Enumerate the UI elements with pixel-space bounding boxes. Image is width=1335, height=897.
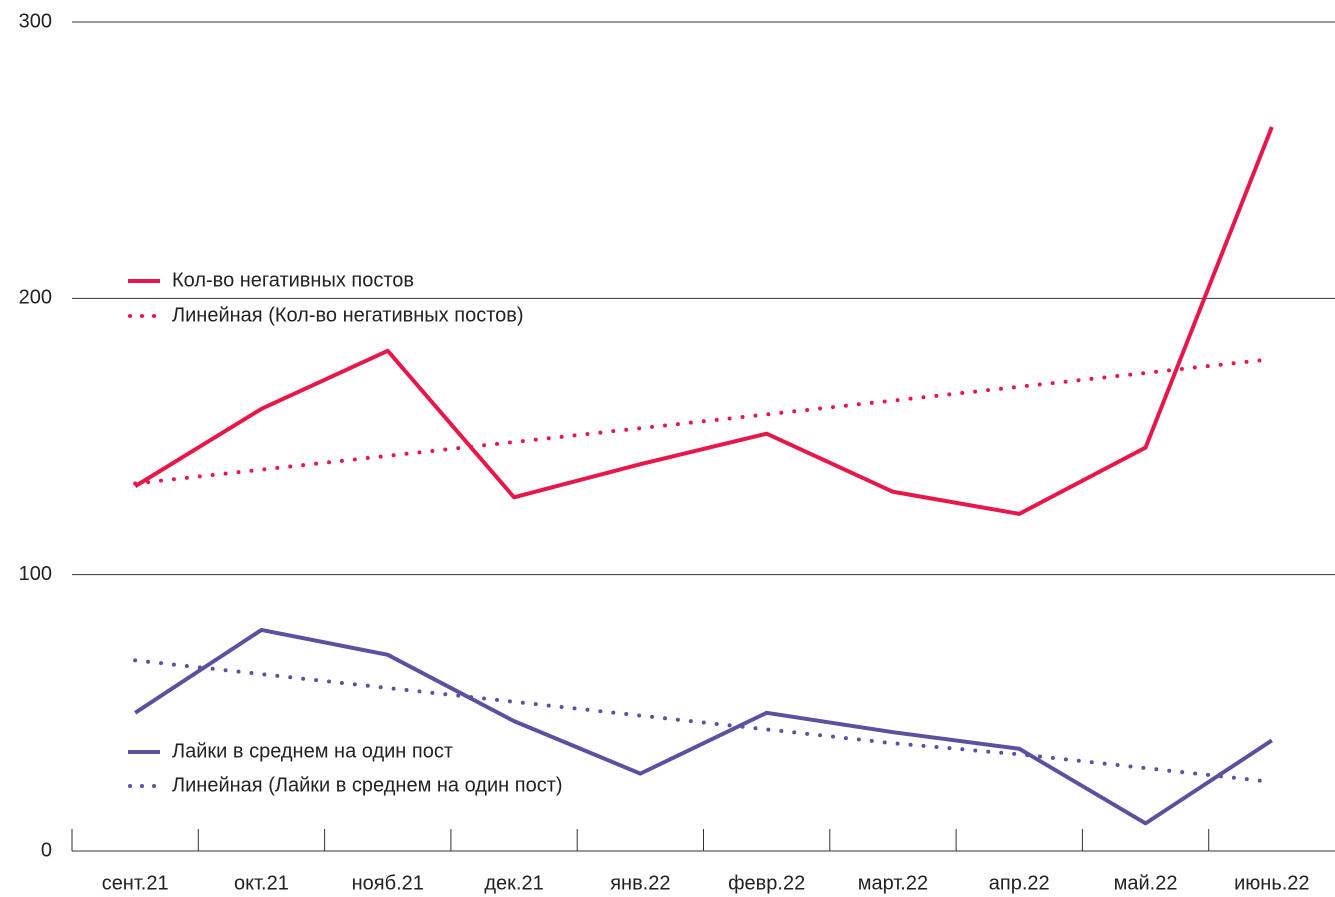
legend-label: Лайки в среднем на один пост: [172, 740, 453, 762]
legend-label: Линейная (Кол-во негативных постов): [172, 304, 524, 326]
y-tick-label: 0: [41, 839, 52, 861]
x-tick-label: сент.21: [102, 872, 169, 894]
x-tick-label: янв.22: [610, 872, 670, 894]
x-tick-label: июнь.22: [1234, 872, 1309, 894]
x-tick-label: нояб.21: [352, 872, 424, 894]
x-tick-label: март.22: [858, 872, 928, 894]
x-tick-label: май.22: [1114, 872, 1178, 894]
legend-label: Линейная (Лайки в среднем на один пост): [172, 774, 563, 796]
y-tick-label: 300: [19, 10, 52, 32]
series-line: [133, 357, 1274, 486]
series-line: [134, 126, 1274, 516]
y-tick-label: 200: [19, 287, 52, 309]
series-line: [134, 627, 1273, 826]
legend-label: Кол-во негативных постов: [172, 269, 414, 291]
x-tick-label: дек.21: [484, 872, 543, 894]
x-tick-label: окт.21: [234, 872, 289, 894]
series-line: [133, 658, 1274, 784]
x-tick-label: апр.22: [989, 872, 1050, 894]
y-tick-label: 100: [19, 563, 52, 585]
x-tick-label: февр.22: [728, 872, 805, 894]
